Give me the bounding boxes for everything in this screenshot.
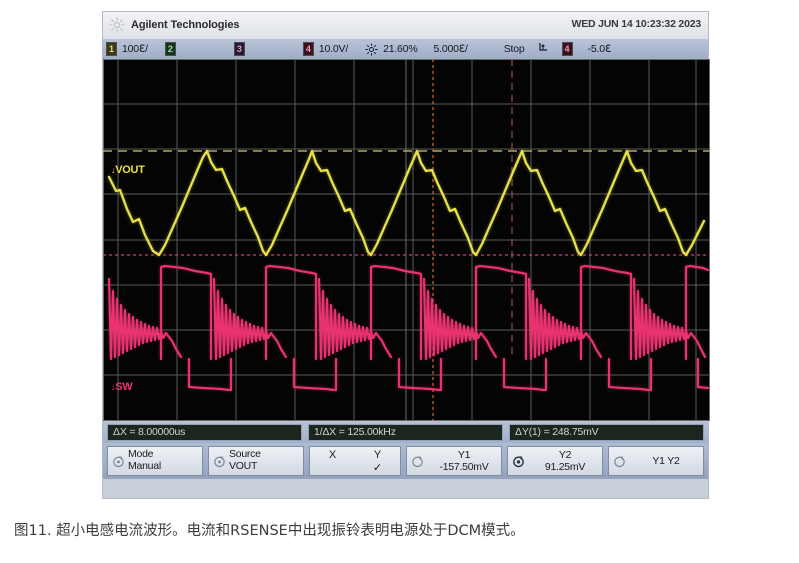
knob-icon	[213, 455, 226, 468]
trace-sw	[107, 264, 710, 392]
graticule-grid	[103, 59, 710, 421]
softkey-bar: Mode Manual Source VOUT	[103, 443, 708, 479]
timestamp: WED JUN 14 10:23:32 2023	[571, 18, 702, 30]
softkey-source[interactable]: Source VOUT	[208, 446, 304, 476]
softkey-cursor-y2[interactable]: Y2 91.25mV	[507, 446, 603, 476]
channel-label-sw-name: SW	[115, 381, 133, 393]
softkey-mode-value: Manual	[128, 460, 161, 472]
measurement-frequency: 1/ΔX = 125.00kHz	[308, 423, 503, 441]
trace-vout	[107, 149, 706, 257]
channel-2-marker[interactable]: 2	[164, 42, 176, 56]
brightness-icon[interactable]	[365, 42, 378, 56]
trigger-level-value: -5.0ℇ	[587, 43, 612, 55]
channel-1-scale: 100ℇ/	[122, 43, 148, 55]
status-bar: 1 100ℇ/ 2 3 4 10.0V/	[103, 38, 708, 59]
softkey-mode[interactable]: Mode Manual	[107, 446, 203, 476]
softkey-y-label: Y	[373, 448, 382, 461]
softkey-cursor-y1[interactable]: Y1 -157.50mV	[406, 446, 502, 476]
channel-1-marker[interactable]: 1	[106, 42, 117, 56]
knob-icon	[613, 455, 626, 468]
softkey-source-value: VOUT	[229, 460, 258, 472]
softkey-xy-select[interactable]: X Y ✓	[309, 446, 401, 476]
softkey-x-label: X	[328, 448, 337, 461]
sun-icon	[109, 17, 125, 33]
softkey-x-check	[310, 461, 355, 474]
measurement-delta-x: ΔX = 8.00000us	[107, 423, 302, 441]
trigger-source-marker[interactable]: 4	[561, 42, 573, 56]
knob-icon-filled	[512, 455, 525, 468]
softkey-cursor-y1y2[interactable]: Y1 Y2	[608, 446, 704, 476]
waveform-display[interactable]: ↓VOUT ↓SW	[103, 59, 710, 421]
titlebar: Agilent Technologies WED JUN 14 10:23:32…	[103, 12, 708, 38]
channel-label-sw-marker: ↓	[111, 382, 116, 392]
softkey-y1-value: -157.50mV	[439, 461, 489, 473]
intensity-value: 21.60%	[383, 43, 418, 55]
channel-label-sw: ↓SW	[111, 381, 133, 393]
channel-3-marker[interactable]: 3	[233, 42, 245, 56]
brand-label: Agilent Technologies	[131, 19, 240, 31]
channel-4-scale: 10.0V/	[318, 43, 349, 55]
softkey-y2-title: Y2	[558, 448, 572, 461]
softkey-y2-value: 91.25mV	[544, 461, 586, 473]
softkey-y1-title: Y1	[457, 448, 471, 461]
knob-icon	[411, 455, 424, 468]
softkey-source-title: Source	[229, 448, 261, 461]
timebase-value: 5.000ℇ/	[433, 43, 468, 55]
trigger-edge-icon	[538, 41, 549, 57]
channel-4-marker[interactable]: 4	[302, 42, 314, 56]
softkey-y1y2-title: Y1 Y2	[652, 454, 680, 467]
channel-label-vout: ↓VOUT	[111, 164, 145, 176]
measurement-bar: ΔX = 8.00000us 1/ΔX = 125.00kHz ΔY(1) = …	[103, 421, 708, 443]
channel-label-vout-name: VOUT	[115, 164, 145, 176]
channel-label-vout-marker: ↓	[111, 165, 116, 175]
softkey-y-check: ✓	[372, 461, 383, 474]
measurement-delta-y: ΔY(1) = 248.75mV	[509, 423, 704, 441]
figure-caption: 图11. 超小电感电流波形。电流和RSENSE中出现振铃表明电源处于DCM模式。	[14, 523, 525, 539]
oscilloscope-window: Agilent Technologies WED JUN 14 10:23:32…	[102, 11, 710, 499]
knob-icon	[112, 455, 125, 468]
run-state: Stop	[503, 43, 525, 55]
softkey-mode-title: Mode	[128, 448, 154, 461]
